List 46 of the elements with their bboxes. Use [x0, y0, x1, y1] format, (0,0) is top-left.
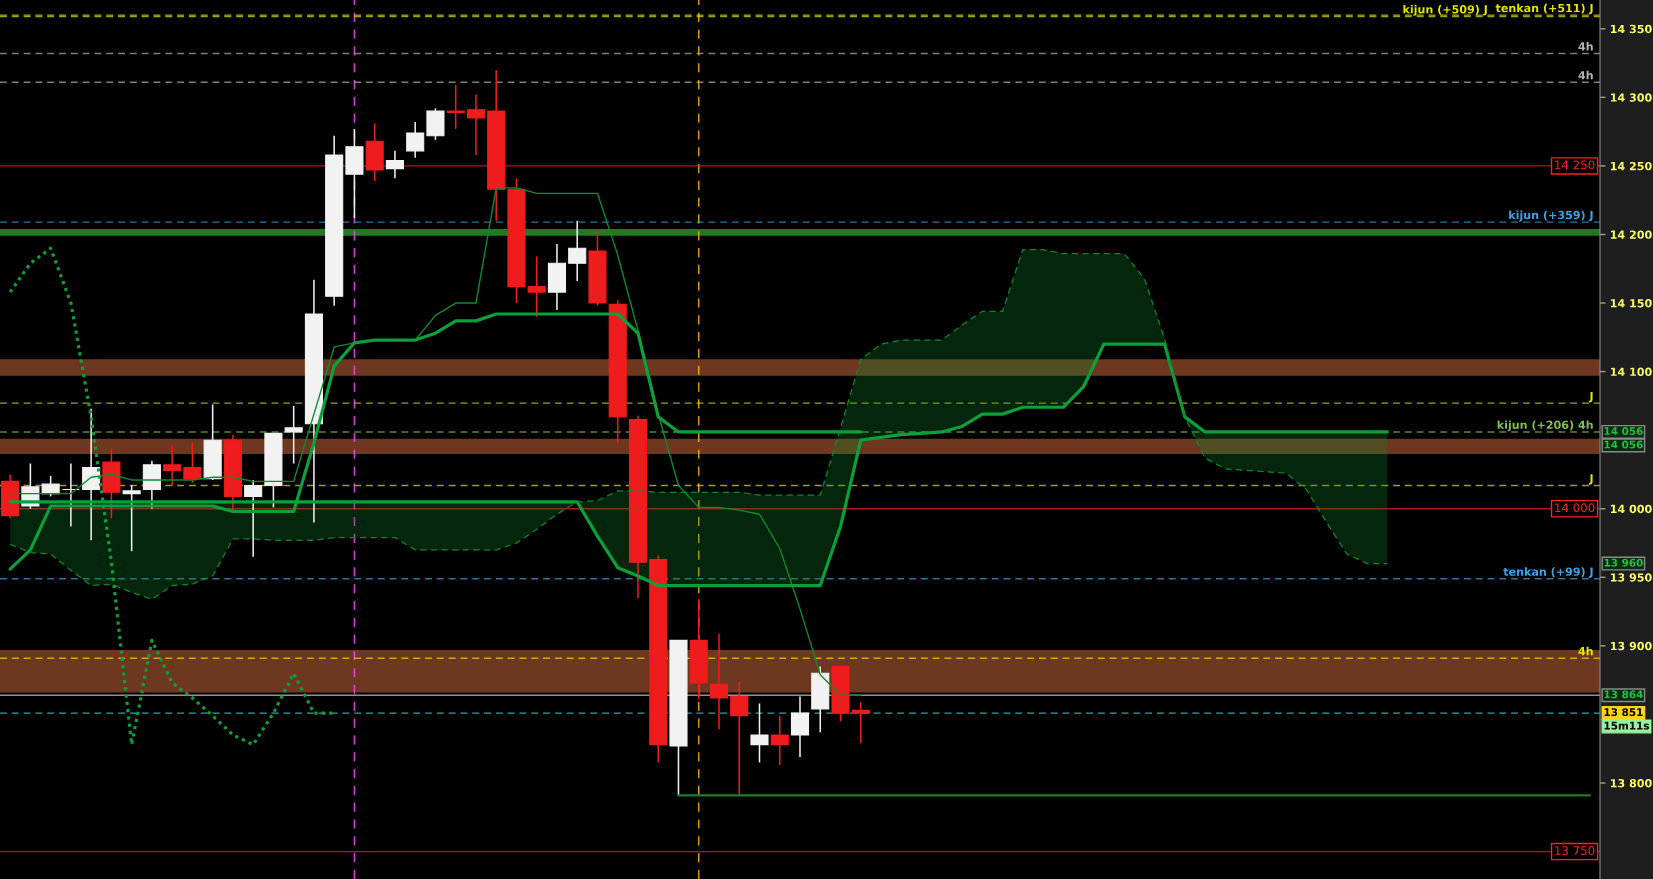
ref-line-label: 13 750 — [1555, 846, 1595, 855]
ref-line-label: kijun (+206) 4h — [1497, 420, 1593, 432]
candlestick — [568, 220, 587, 282]
y-tick-label: 14 350 — [1610, 24, 1652, 34]
text: 14 056 — [1604, 440, 1643, 449]
y-tick-label: 14 000 — [1610, 504, 1652, 514]
y-tick-label: 14 200 — [1610, 230, 1652, 239]
candlestick — [122, 484, 141, 553]
y-tick-label: 14 100 — [1610, 367, 1652, 376]
text: 13 864 — [1604, 690, 1643, 699]
candlestick — [730, 680, 749, 797]
candlestick — [284, 405, 303, 465]
ref-line-label: tenkan (+99) J — [1503, 567, 1593, 578]
text: 13 851 — [1604, 708, 1643, 717]
candlestick — [709, 632, 729, 731]
candlestick — [466, 93, 486, 156]
text: 14 056 — [1604, 427, 1643, 435]
ref-line-label: tenkan (+511) J — [1495, 3, 1593, 15]
candlestick — [244, 479, 263, 558]
candlestick — [163, 444, 182, 487]
y-tick-label: 13 950 — [1610, 573, 1652, 582]
candlestick — [790, 695, 810, 758]
ref-line-label: 4h — [1578, 70, 1593, 80]
y-tick-label: 14 300 — [1610, 93, 1652, 102]
text: 13 960 — [1604, 558, 1643, 567]
ref-line-label: kijun (+509) J — [1403, 4, 1487, 16]
candlestick — [385, 150, 404, 180]
y-tick-label: 13 900 — [1610, 641, 1652, 651]
candlestick — [851, 701, 870, 745]
candlestick — [183, 442, 202, 484]
y-tick-label: 14 150 — [1610, 299, 1652, 308]
text: 15m11s — [1604, 721, 1650, 730]
ref-line-label: J — [1588, 392, 1593, 403]
candlestick — [527, 255, 546, 318]
ref-line-label: 4h — [1578, 42, 1593, 51]
ref-line-label: kijun (+359) J — [1509, 210, 1593, 222]
ref-line-label: 14 000 — [1555, 503, 1595, 513]
y-tick-label: 14 250 — [1610, 161, 1652, 171]
ref-line-label: J — [1588, 474, 1593, 485]
candlestick — [406, 121, 425, 159]
candlestick — [750, 702, 769, 764]
ref-line-label: 14 250 — [1555, 160, 1595, 170]
candlestick — [446, 84, 465, 130]
y-tick-label: 13 800 — [1610, 778, 1652, 788]
candlestick — [770, 715, 789, 766]
candlestick — [61, 462, 80, 528]
